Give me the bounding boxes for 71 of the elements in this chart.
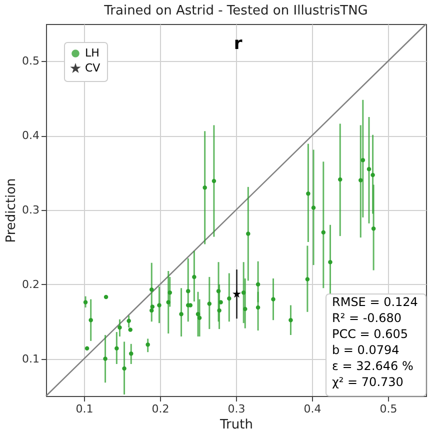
point — [305, 277, 310, 282]
point — [129, 351, 134, 356]
point — [370, 172, 375, 178]
point — [150, 304, 155, 309]
annotation: RMSE = 0.124 — [332, 295, 418, 309]
point — [186, 288, 190, 294]
point — [216, 288, 221, 294]
y-tick-label: 0.5 — [22, 54, 40, 68]
point — [288, 318, 293, 322]
y-tick-label: 0.3 — [22, 204, 40, 216]
annotation: PCC = 0.605 — [332, 327, 408, 341]
point — [192, 274, 196, 280]
point — [338, 177, 342, 182]
point — [321, 230, 326, 234]
point — [179, 312, 184, 316]
x-tick-label: 0.4 — [304, 402, 322, 416]
point — [83, 300, 88, 304]
point — [328, 260, 332, 264]
point — [358, 178, 363, 182]
y-tick-label: 0.2 — [22, 278, 40, 291]
point — [256, 282, 260, 287]
point — [114, 346, 119, 350]
point — [157, 303, 162, 308]
point — [122, 366, 126, 371]
chart-title: Trained on Astrid - Tested on IllustrisTNG — [103, 3, 368, 18]
point — [243, 306, 248, 312]
legend-label: CV — [85, 62, 101, 74]
point — [371, 226, 376, 231]
annotation: χ² = 70.730 — [332, 375, 404, 389]
point — [207, 302, 212, 306]
annotation: r — [234, 34, 243, 54]
point — [166, 300, 170, 304]
point — [256, 305, 260, 310]
y-tick-label: 0.4 — [22, 129, 40, 142]
x-tick-label: 0.5 — [380, 402, 398, 416]
y-tick-label: 0.1 — [22, 352, 40, 366]
point — [311, 206, 316, 210]
annotation: R² = -0.680 — [332, 311, 402, 325]
point — [232, 290, 242, 298]
point — [146, 342, 150, 347]
point — [103, 356, 108, 361]
y-axis-title: Prediction — [4, 178, 20, 243]
point — [84, 346, 90, 350]
point — [196, 312, 200, 316]
point — [366, 166, 372, 172]
x-tick-label: 0.3 — [228, 402, 246, 416]
point — [241, 290, 246, 295]
point — [168, 290, 172, 295]
point — [306, 192, 310, 196]
point — [227, 296, 232, 301]
point — [128, 328, 132, 332]
annotation: b = 0.0794 — [332, 343, 400, 357]
point — [271, 297, 276, 302]
point — [218, 300, 223, 304]
point — [88, 318, 93, 322]
x-tick-label: 0.1 — [76, 402, 94, 416]
point — [202, 186, 207, 190]
point — [217, 308, 222, 313]
x-tick-label: 0.2 — [152, 402, 170, 416]
point — [150, 308, 154, 313]
point — [126, 318, 131, 323]
point — [150, 287, 154, 292]
point — [212, 178, 216, 184]
point — [360, 158, 366, 162]
point — [118, 325, 122, 330]
annotation: ε = 32.646 % — [332, 359, 414, 373]
point — [246, 232, 250, 236]
point — [197, 316, 202, 320]
point — [104, 294, 108, 300]
x-axis-title: Truth — [219, 418, 253, 432]
legend-label: LH — [85, 46, 100, 60]
